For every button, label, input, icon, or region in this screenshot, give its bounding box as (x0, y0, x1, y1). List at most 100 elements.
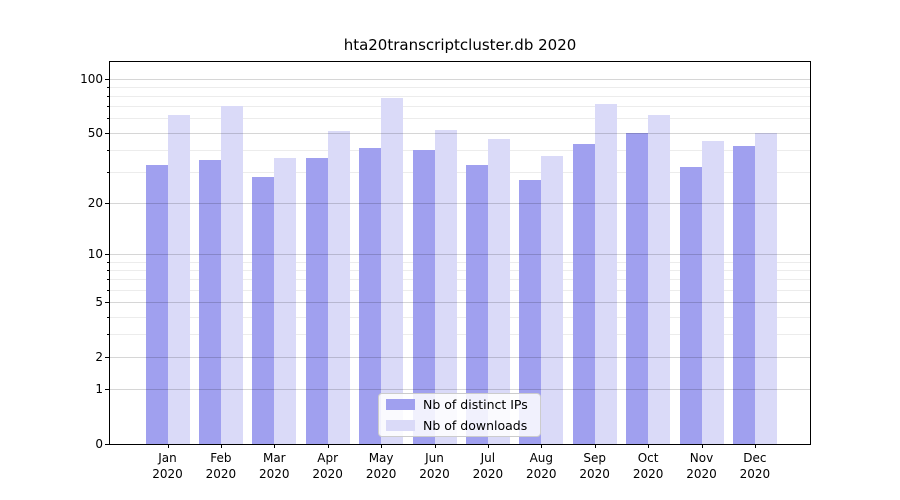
x-tick-mark-apr-2020 (327, 444, 329, 448)
y-minor-tick-mark-80 (107, 95, 110, 97)
gridline-minor-7 (110, 279, 810, 281)
y-minor-tick-mark-7 (107, 279, 110, 281)
gridline-major-1 (110, 389, 810, 391)
gridline-minor-3 (110, 334, 810, 336)
bar-nb-of-downloads-jul-2020 (487, 139, 510, 444)
y-tick-label-0: 0 (95, 437, 103, 451)
gridline-minor-4 (110, 316, 810, 318)
x-tick-label-may-2020: May 2020 (365, 451, 397, 481)
bar-nb-of-downloads-jan-2020 (167, 114, 190, 444)
y-tick-mark-20 (105, 202, 110, 204)
y-tick-label-20: 20 (87, 195, 103, 210)
y-tick-label-10: 10 (87, 247, 103, 262)
x-tick-label-mar-2020: Mar 2020 (259, 451, 290, 481)
x-tick-mark-oct-2020 (648, 444, 650, 448)
bar-nb-of-distinct-ips-nov-2020 (679, 167, 702, 444)
bar-nb-of-distinct-ips-oct-2020 (626, 132, 649, 444)
bar-nb-of-downloads-sep-2020 (594, 104, 617, 444)
bar-nb-of-downloads-dec-2020 (754, 132, 777, 444)
y-tick-mark-2 (105, 356, 110, 358)
x-tick-mark-jan-2020 (167, 444, 169, 448)
gridline-minor-30 (110, 172, 810, 174)
legend-entry-distinct-ips: Nb of distinct IPs (379, 396, 540, 414)
x-tick-label-feb-2020: Feb 2020 (205, 451, 237, 481)
y-tick-label-100: 100 (80, 71, 103, 86)
plot-area: Nb of distinct IPs Nb of downloads (109, 61, 811, 445)
y-minor-tick-mark-30 (107, 172, 110, 174)
bar-nb-of-downloads-jun-2020 (434, 129, 457, 444)
x-tick-label-oct-2020: Oct 2020 (632, 451, 664, 481)
gridline-minor-6 (110, 289, 810, 291)
x-tick-label-jul-2020: Jul 2020 (472, 451, 504, 481)
y-tick-mark-50 (105, 132, 110, 134)
x-tick-label-jan-2020: Jan 2020 (152, 451, 183, 481)
gridline-major-5 (110, 302, 810, 304)
bar-nb-of-downloads-feb-2020 (220, 106, 243, 444)
x-tick-label-jun-2020: Jun 2020 (419, 451, 450, 481)
bar-nb-of-distinct-ips-jan-2020 (145, 164, 168, 444)
x-tick-mark-feb-2020 (220, 444, 222, 448)
bar-nb-of-distinct-ips-sep-2020 (572, 144, 595, 444)
bar-nb-of-distinct-ips-aug-2020 (519, 180, 542, 444)
y-tick-mark-5 (105, 302, 110, 304)
bar-nb-of-distinct-ips-jul-2020 (465, 164, 488, 444)
gridline-major-20 (110, 202, 810, 204)
bar-nb-of-distinct-ips-apr-2020 (305, 158, 328, 444)
y-minor-tick-mark-9 (107, 261, 110, 263)
y-minor-tick-mark-40 (107, 149, 110, 151)
y-tick-label-50: 50 (87, 125, 103, 140)
y-minor-tick-mark-3 (107, 334, 110, 336)
bar-nb-of-downloads-may-2020 (381, 97, 404, 444)
y-tick-mark-1 (105, 389, 110, 391)
x-tick-mark-mar-2020 (274, 444, 276, 448)
bar-nb-of-downloads-nov-2020 (701, 140, 724, 444)
gridline-major-2 (110, 356, 810, 358)
gridline-major-10 (110, 254, 810, 256)
gridline-minor-9 (110, 261, 810, 263)
bar-nb-of-downloads-aug-2020 (541, 155, 564, 444)
x-tick-mark-jun-2020 (434, 444, 436, 448)
x-tick-mark-dec-2020 (754, 444, 756, 448)
y-tick-mark-10 (105, 254, 110, 256)
x-tick-mark-aug-2020 (541, 444, 543, 448)
chart-title: hta20transcriptcluster.db 2020 (343, 36, 577, 54)
y-tick-label-1: 1 (95, 382, 103, 397)
bar-nb-of-downloads-apr-2020 (327, 131, 350, 444)
legend-entry-downloads: Nb of downloads (379, 417, 540, 435)
gridline-major-50 (110, 132, 810, 134)
gridline-minor-60 (110, 118, 810, 120)
gridline-minor-8 (110, 269, 810, 271)
x-tick-label-dec-2020: Dec 2020 (739, 451, 771, 481)
y-tick-label-5: 5 (95, 295, 103, 310)
legend-label-downloads: Nb of downloads (423, 418, 528, 433)
bar-nb-of-distinct-ips-jun-2020 (412, 149, 435, 444)
gridline-minor-90 (110, 86, 810, 88)
y-minor-tick-mark-70 (107, 106, 110, 108)
x-tick-label-sep-2020: Sep 2020 (579, 451, 610, 481)
x-tick-mark-nov-2020 (701, 444, 703, 448)
x-tick-mark-sep-2020 (594, 444, 596, 448)
bar-nb-of-distinct-ips-feb-2020 (198, 160, 221, 444)
gridline-major-100 (110, 78, 810, 80)
bar-nb-of-distinct-ips-may-2020 (359, 147, 382, 444)
legend: Nb of distinct IPs Nb of downloads (378, 393, 541, 437)
y-tick-mark-0 (105, 444, 110, 445)
bar-nb-of-downloads-oct-2020 (648, 114, 671, 444)
gridline-minor-80 (110, 95, 810, 97)
legend-swatch-distinct-ips-icon (386, 399, 415, 410)
x-tick-label-nov-2020: Nov 2020 (686, 451, 717, 481)
x-tick-label-aug-2020: Aug 2020 (526, 451, 557, 481)
y-minor-tick-mark-90 (107, 86, 110, 88)
bar-nb-of-downloads-mar-2020 (274, 158, 297, 444)
legend-swatch-downloads-icon (386, 420, 415, 431)
x-tick-mark-jul-2020 (487, 444, 489, 448)
y-minor-tick-mark-60 (107, 118, 110, 120)
bar-nb-of-distinct-ips-mar-2020 (252, 177, 275, 444)
gridline-minor-70 (110, 106, 810, 108)
legend-label-distinct-ips: Nb of distinct IPs (423, 397, 528, 412)
x-tick-label-apr-2020: Apr 2020 (312, 451, 343, 481)
y-tick-mark-100 (105, 78, 110, 80)
y-minor-tick-mark-4 (107, 316, 110, 318)
bar-nb-of-distinct-ips-dec-2020 (732, 146, 755, 444)
gridline-minor-40 (110, 149, 810, 151)
